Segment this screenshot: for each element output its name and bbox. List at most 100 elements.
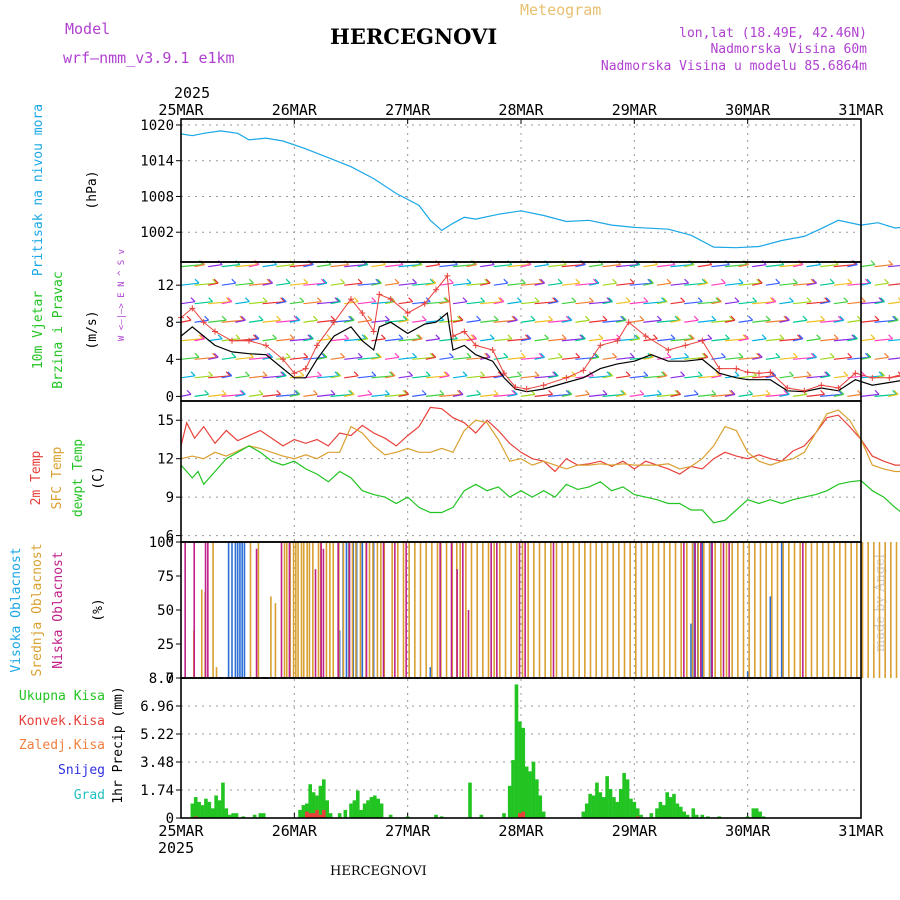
wind-arrow (656, 356, 672, 360)
gust-marker (370, 328, 377, 335)
wind-arrow-head (715, 297, 721, 303)
wind-arrow (384, 393, 408, 397)
precip-legend-2: Zaledj.Kisa (19, 738, 105, 753)
wind-arrow-head (462, 297, 468, 303)
wind-arrow-head (221, 315, 227, 321)
wind-arrow (779, 282, 798, 286)
wind-arrow (534, 282, 545, 286)
gust-marker (421, 300, 428, 307)
wind-arrow-head (431, 352, 437, 358)
wind-arrow-head (864, 352, 870, 358)
gust-marker (597, 342, 604, 349)
wind-arrow-head (431, 278, 437, 284)
gust-marker (563, 374, 570, 381)
wind-arrow (262, 282, 273, 286)
gust-marker (625, 319, 632, 326)
wind-arrow (208, 393, 227, 397)
wind-arrow (303, 338, 314, 342)
wind-arrow-head (526, 334, 532, 340)
wind-arrow (888, 319, 899, 323)
wind-arrow (248, 393, 264, 397)
wind-arrow (262, 356, 273, 360)
wind-arrow-head (266, 352, 272, 358)
wind-arrow-head (557, 278, 563, 284)
wind-arrow (452, 301, 468, 305)
wind-arrow (248, 356, 272, 360)
wind-arrow (874, 338, 893, 342)
wind-arrow-head (456, 389, 462, 395)
y-tick-label: 4 (166, 352, 174, 368)
wind-arrow-head (262, 371, 268, 377)
wind-arrow (548, 301, 559, 305)
precip-bar (514, 684, 519, 818)
precip-bar (207, 801, 212, 818)
wind-arrow-head (652, 334, 658, 340)
wind-arrow-head (244, 371, 250, 377)
wind-arrow-head (792, 278, 798, 284)
wind-arrow-head (299, 297, 305, 303)
precip-bar (362, 803, 367, 818)
wind-arrow (344, 356, 363, 360)
wind-arrow-head (575, 352, 581, 358)
time-label-bottom: 31MAR (838, 822, 884, 840)
wind-arrow-head (839, 315, 845, 321)
precip-bar (337, 813, 342, 818)
wind-arrow (303, 282, 326, 286)
wind-arrow (398, 282, 417, 286)
wind-arrow-head (620, 389, 626, 395)
wind-arrow (724, 338, 748, 342)
wind-arrow-head (621, 315, 627, 321)
wind-arrow (888, 283, 900, 286)
wind-arrow (548, 356, 563, 360)
wind-arrow-head (697, 297, 703, 303)
wind-arrow-head (561, 334, 567, 340)
wind-arrow (316, 375, 340, 379)
wind-arrow-head (784, 315, 790, 321)
wind-arrow-head (625, 371, 631, 377)
wind-arrow-head (874, 315, 880, 321)
wind-compass: W <–|–> E N ^ S v (117, 249, 127, 341)
cloud-ylabel2: Srednja Oblacnost (30, 543, 45, 676)
precip-bar (261, 813, 266, 818)
wind-arrow (575, 264, 586, 268)
precip-bar (301, 805, 306, 818)
wind-arrow (248, 282, 272, 286)
time-label-top: 30MAR (725, 101, 771, 119)
wind-arrow-head (458, 315, 464, 321)
wind-arrow-head (344, 334, 350, 340)
wind-arrow (616, 319, 627, 323)
precip-bar (190, 803, 195, 818)
wind-arrow (466, 301, 485, 305)
wind-arrow (221, 356, 236, 360)
wind-arrow (616, 282, 635, 286)
wind-arrow-head (262, 297, 268, 303)
precip-bar (221, 782, 225, 818)
precip-bar (639, 814, 643, 818)
wind-arrow-head (349, 389, 355, 395)
wind-arrow (561, 393, 572, 397)
wind-arrow (412, 375, 431, 379)
wind-arrow-head (810, 352, 816, 358)
lonlat-label: lon,lat (18.49E, 42.46N) (679, 26, 867, 41)
wind-arrow-head (485, 278, 491, 284)
wind-arrow (629, 338, 640, 342)
wind-arrow (847, 301, 866, 305)
wind-arrow-head (484, 352, 490, 358)
precip-bar (685, 814, 690, 818)
wind-arrow-head (693, 389, 699, 395)
wind-arrow (752, 319, 771, 323)
wind-arrow (452, 264, 476, 268)
wind-arrow (806, 338, 821, 342)
wind-arrow (561, 301, 576, 305)
wind-arrow (575, 338, 586, 342)
wind-arrow (629, 264, 640, 268)
wind-arrow (520, 282, 544, 286)
wind-arrow (330, 264, 349, 268)
wind-arrow (412, 338, 423, 342)
wind-arrow (520, 356, 544, 360)
wind-arrow (888, 339, 900, 342)
wind-arrow-head (334, 371, 340, 377)
precip-bar (608, 789, 613, 818)
wind-arrow-head (810, 278, 816, 284)
precip-bar (675, 803, 680, 818)
